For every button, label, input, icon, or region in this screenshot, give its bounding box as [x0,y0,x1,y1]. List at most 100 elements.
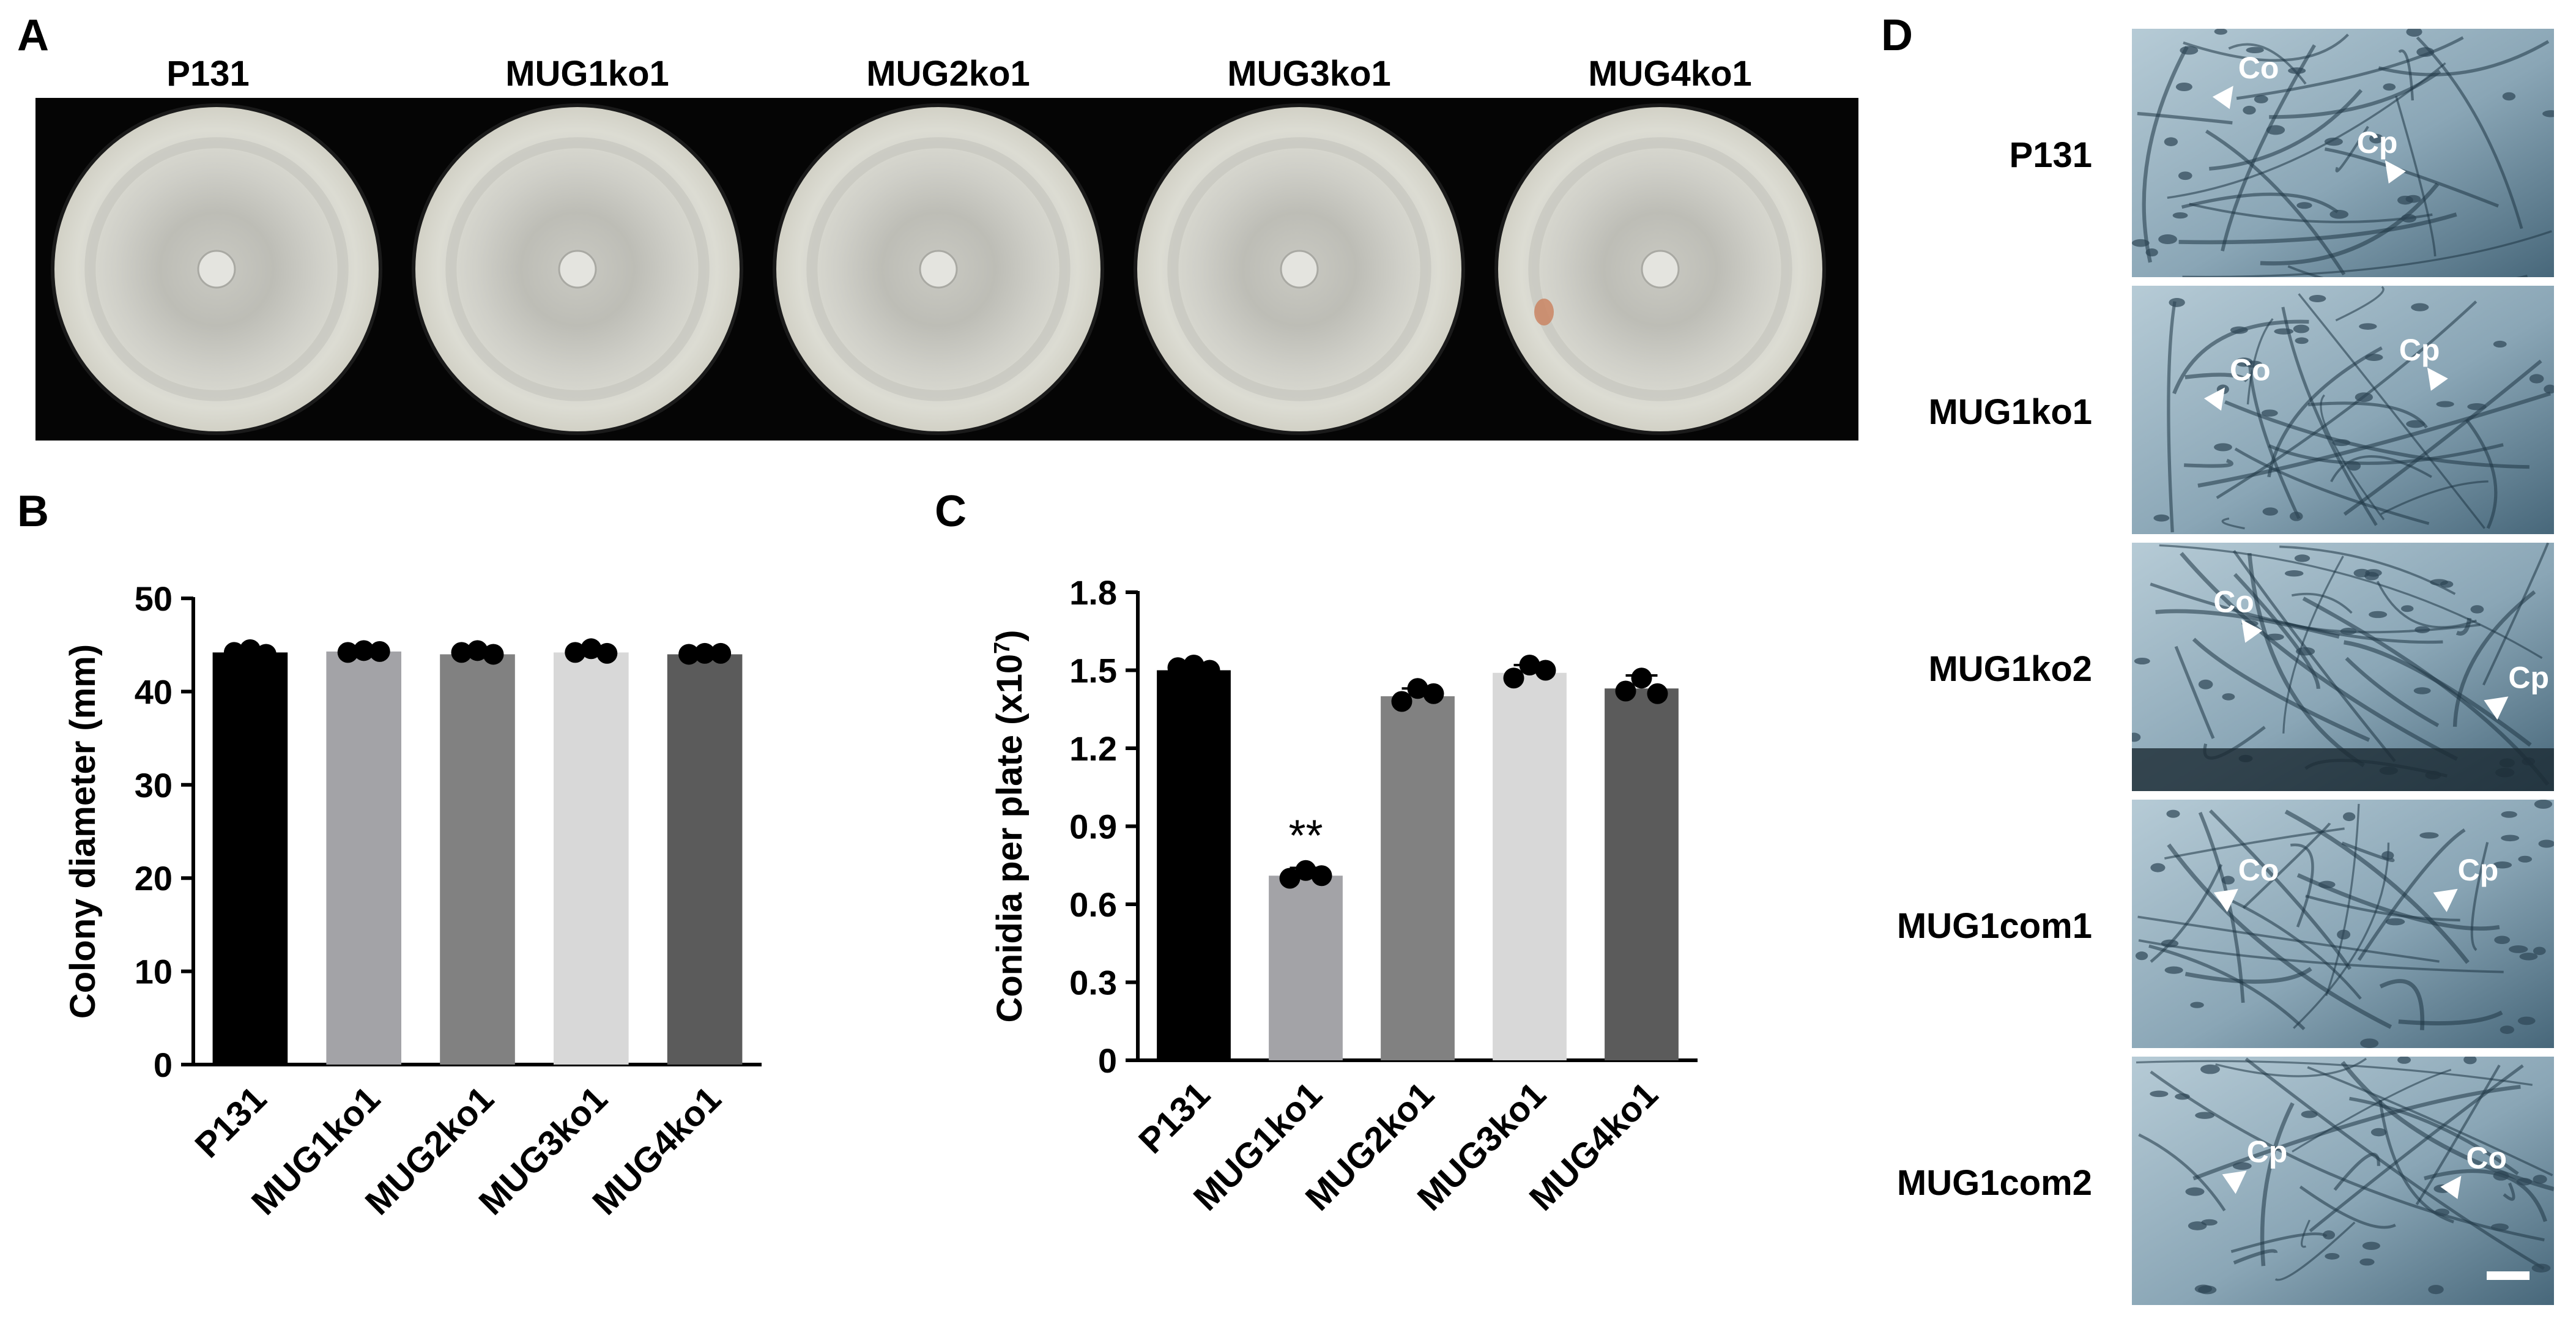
conidium [2411,303,2429,311]
significance-label: ** [1288,812,1323,861]
row-label: MUG1com1 [1896,906,2092,946]
hypha [2376,581,2477,629]
hypha [2180,552,2458,761]
y-tick-label: 0 [1098,1041,1117,1080]
row-label: MUG1com2 [1896,1163,2092,1203]
annotation-label: Cp [2357,125,2398,160]
data-point [565,642,586,663]
micrograph: Cp Co [2132,1057,2554,1305]
data-point [451,642,472,663]
conidium [2359,323,2377,330]
conidium [2214,443,2232,452]
row-label: MUG1ko2 [1928,649,2092,689]
data-point [710,642,732,664]
hypha [2305,894,2460,922]
annotation-label: Co [2238,853,2279,887]
annotation-label: Cp [2399,333,2440,367]
conidium [2175,1093,2190,1100]
hypha [2181,192,2339,214]
data-point [1647,683,1668,704]
annotation-arrow-icon [2385,160,2406,184]
y-tick-label: 0 [154,1046,173,1084]
micrograph: Co Cp [2132,286,2554,534]
conidium [2188,1221,2207,1230]
row-label: P131 [2009,135,2092,175]
conidium [2347,461,2361,471]
data-point [581,638,602,660]
data-point [596,642,618,664]
data-point [1279,868,1301,889]
conidium [2158,234,2177,245]
conidium [2501,835,2520,842]
conidium [2262,507,2278,516]
annotation-label: Cp [2508,660,2549,694]
conidium [2175,82,2192,92]
hypha [2246,318,2274,405]
petri-dish-image [1479,98,1858,441]
hypha [2184,967,2312,984]
conidium [2164,137,2178,146]
conidium [2401,214,2417,223]
hypha [2138,1133,2226,1211]
y-axis-label: Conidia per plate (x107) [989,630,1030,1022]
conidium [2284,570,2304,577]
panel-letter-a: A [17,11,49,60]
conidium [2194,1284,2213,1293]
conidium [2150,1090,2169,1098]
conidium [2359,1258,2375,1266]
y-tick-label: 0.3 [1069,964,1117,1002]
conidium [2538,839,2554,848]
conidium [2529,374,2544,384]
data-point [678,644,700,665]
hypha [2224,400,2530,469]
colony-ring [445,137,710,401]
annotation-arrow-icon [2427,367,2448,391]
conidium [2322,1230,2336,1240]
bar [667,654,743,1065]
conidium [2200,1064,2220,1074]
hypha [2183,33,2349,62]
conidium [2430,579,2448,586]
conidium [2166,809,2180,818]
colony-ring [1528,137,1792,401]
hypha [2192,1085,2521,1181]
data-point [223,642,245,663]
bar [1157,670,1231,1060]
conidium [2533,1175,2547,1184]
conidium [2542,110,2554,117]
annotation-label: Co [2213,585,2254,619]
conidium [2509,945,2528,953]
conidium [2383,83,2396,91]
hypha [2233,1249,2278,1265]
hypha [2244,1057,2545,1270]
data-point [1183,655,1204,675]
hypha [2290,843,2314,928]
hypha [2452,590,2536,727]
hypha [2299,1185,2396,1229]
conidium [2502,92,2516,101]
inoculum-plug [1641,250,1680,289]
conidium [2261,409,2278,417]
data-point [369,641,390,662]
hypha [2260,182,2440,266]
conidium [2353,568,2370,578]
hypha [2205,129,2346,276]
data-point [1391,691,1412,712]
hypha [2325,803,2360,996]
hypha [2260,1102,2295,1266]
conidium [2533,946,2546,956]
y-tick-label: 0.6 [1069,885,1117,924]
bar [1605,688,1679,1060]
conidium [2397,195,2413,205]
conidium [2355,392,2373,403]
hypha [2209,89,2363,171]
conidium [2493,340,2507,348]
data-point [483,644,504,665]
annotation-label: Co [2230,352,2271,387]
plate-label: MUG1ko1 [505,54,669,94]
conidium [2135,951,2148,961]
annotation-arrow-icon [2484,696,2509,720]
hypha [2159,544,2543,659]
conidium [2246,46,2264,54]
data-point [239,639,261,660]
